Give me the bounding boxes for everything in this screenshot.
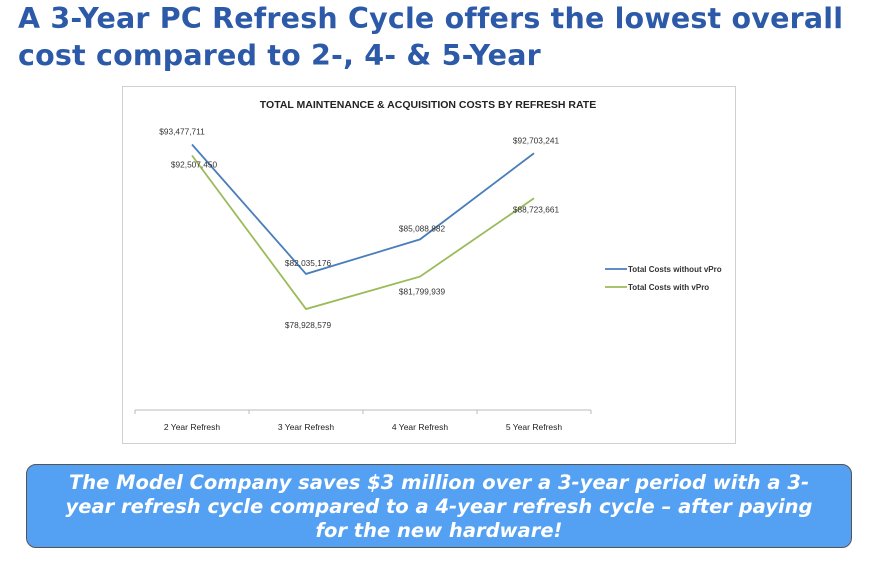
data-label: $82,035,176: [285, 258, 332, 268]
x-tick-label: 5 Year Refresh: [506, 422, 563, 432]
x-tick-label: 3 Year Refresh: [278, 422, 335, 432]
slide-title: A 3-Year PC Refresh Cycle offers the low…: [18, 2, 844, 72]
data-label: $81,799,939: [399, 287, 446, 297]
data-label: $78,928,579: [285, 320, 332, 330]
callout-box: The Model Company saves $3 million over …: [26, 464, 852, 548]
chart-frame: TOTAL MAINTENANCE & ACQUISITION COSTS BY…: [122, 86, 736, 444]
chart-title: TOTAL MAINTENANCE & ACQUISITION COSTS BY…: [260, 99, 596, 111]
x-tick-label: 4 Year Refresh: [392, 422, 449, 432]
line-chart: TOTAL MAINTENANCE & ACQUISITION COSTS BY…: [134, 99, 722, 432]
x-tick-label: 2 Year Refresh: [164, 422, 221, 432]
data-label: $85,088,882: [399, 223, 446, 233]
legend-label: Total Costs with vPro: [628, 283, 709, 292]
data-label: $92,703,241: [513, 135, 560, 145]
data-label: $92,507,450: [171, 159, 218, 169]
legend-label: Total Costs without vPro: [628, 265, 722, 274]
data-label: $88,723,661: [513, 204, 560, 214]
data-label: $93,477,711: [159, 127, 205, 137]
series-line-without-vpro: [191, 143, 535, 275]
series-line-with-vpro: [191, 154, 535, 311]
